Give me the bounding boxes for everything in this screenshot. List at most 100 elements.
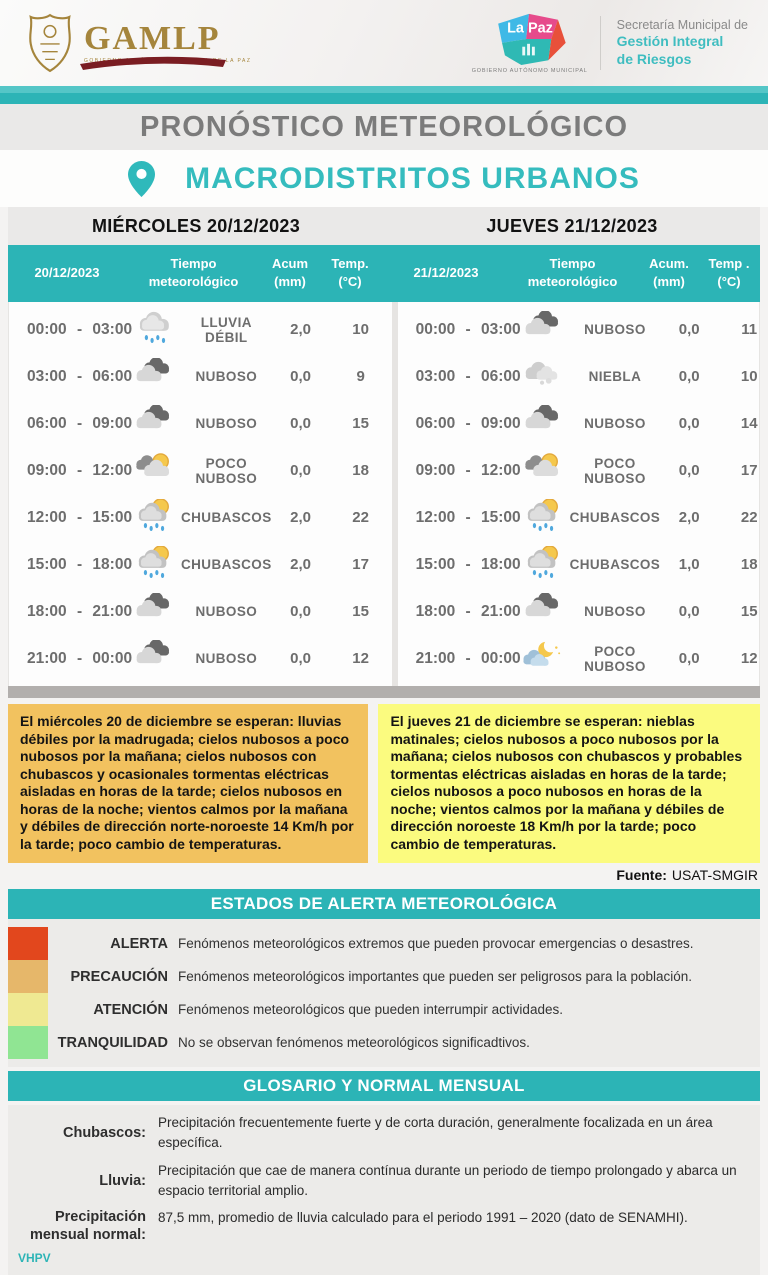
condition-label: NIEBLA <box>588 369 642 385</box>
temp-value: 18 <box>740 556 758 574</box>
alerts-section-header: ESTADOS DE ALERTA METEOROLÓGICA <box>8 889 760 920</box>
time-range: 15:00 - 18:00 <box>415 555 521 573</box>
col-date-wed: 20/12/2023 <box>34 264 100 280</box>
secretaria-line1: Secretaría Municipal de <box>616 17 748 32</box>
glossary-term: Chubascos: <box>63 1125 146 1142</box>
time-range: 06:00 - 09:00 <box>415 414 521 432</box>
condition-label: LLUVIA DÉBIL <box>200 314 252 345</box>
temp-value: 18 <box>352 462 369 480</box>
showers-icon <box>127 498 181 537</box>
alert-level-description: No se observan fenómenos meteorológicos … <box>178 1035 530 1051</box>
time-range: 03:00 - 06:00 <box>415 367 521 385</box>
acum-value: 2,0 <box>290 321 312 339</box>
condition-label: CHUBASCOS <box>569 510 661 526</box>
temp-value: 12 <box>740 650 758 668</box>
col-weather-thu: Tiempo meteorológico <box>527 256 618 289</box>
condition-label: POCO NUBOSO <box>195 455 258 486</box>
temp-value: 22 <box>352 509 369 527</box>
svg-text:La Paz: La Paz <box>507 20 553 36</box>
temp-value: 17 <box>352 556 369 574</box>
table-row: 00:00 - 03:00 NUBOSO 0,0 11 <box>398 306 768 353</box>
col-date-thu: 21/12/2023 <box>413 264 479 280</box>
condition-label: CHUBASCOS <box>569 557 661 573</box>
time-range: 00:00 - 03:00 <box>27 320 133 338</box>
table-row: 15:00 - 18:00 CHUBASCOS 1,0 18 <box>398 541 768 588</box>
secretaria-block: Secretaría Municipal de Gestión Integral… <box>613 18 748 69</box>
page-header: GAMLP GOBIERNO AUTÓNOMO MUNICIPAL DE LA … <box>0 0 768 86</box>
page-subtitle: MACRODISTRITOS URBANOS <box>185 161 640 195</box>
cloudy-icon <box>516 592 570 631</box>
day-title-thursday: JUEVES 21/12/2023 <box>486 215 658 236</box>
glossary-section-header: GLOSARIO Y NORMAL MENSUAL <box>8 1071 760 1102</box>
glossary-term: Precipitación mensual normal: <box>29 1209 146 1244</box>
lapaz-subtitle: GOBIERNO AUTÓNOMO MUNICIPAL <box>471 68 588 74</box>
alert-color-swatch <box>8 993 48 1027</box>
time-range: 00:00 - 03:00 <box>415 320 521 338</box>
cloudy-icon <box>127 592 181 631</box>
time-range: 09:00 - 12:00 <box>415 461 521 479</box>
table-bottom-bar <box>8 686 760 699</box>
col-temp-thu: Temp . (°C) <box>708 256 750 289</box>
glossary-list: Chubascos: Precipitación frecuentemente … <box>8 1105 760 1275</box>
time-range: 18:00 - 21:00 <box>415 602 521 620</box>
acum-value: 0,0 <box>290 462 312 480</box>
table-row: 09:00 - 12:00 POCO NUBOSO 0,0 17 <box>398 447 768 494</box>
time-range: 12:00 - 15:00 <box>27 508 133 526</box>
source-line: Fuente: USAT-SMGIR <box>10 867 758 883</box>
table-row: 21:00 - 00:00 NUBOSO 0,0 12 <box>9 635 392 682</box>
condition-label: POCO NUBOSO <box>584 455 646 486</box>
condition-label: NUBOSO <box>584 322 646 338</box>
acum-value: 0,0 <box>290 650 312 668</box>
acum-value: 2,0 <box>290 556 312 574</box>
forecast-table-header: 20/12/2023 Tiempo meteorológico Acum (mm… <box>8 245 760 303</box>
alert-level-row: ATENCIÓN Fenómenos meteorológicos que pu… <box>8 993 760 1027</box>
table-row: 12:00 - 15:00 CHUBASCOS 2,0 22 <box>9 494 392 541</box>
location-pin-icon <box>128 160 156 197</box>
page-title: PRONÓSTICO METEOROLÓGICO <box>139 110 628 143</box>
alert-level-name: PRECAUCIÓN <box>70 968 168 985</box>
cloudy-icon <box>127 357 181 396</box>
temp-value: 10 <box>740 368 758 386</box>
alert-level-name: ATENCIÓN <box>93 1001 168 1018</box>
acum-value: 0,0 <box>678 603 700 621</box>
time-range: 21:00 - 00:00 <box>415 649 521 667</box>
alerts-legend: ALERTA Fenómenos meteorológicos extremos… <box>8 919 760 1068</box>
day-title-wednesday: MIÉRCOLES 20/12/2023 <box>91 215 301 236</box>
source-value: USAT-SMGIR <box>671 867 758 884</box>
temp-value: 15 <box>740 603 758 621</box>
time-range: 09:00 - 12:00 <box>27 461 133 479</box>
alert-color-swatch <box>8 927 48 961</box>
time-range: 15:00 - 18:00 <box>27 555 133 573</box>
table-row: 21:00 - 00:00 POCO NUBOSO 0,0 12 <box>398 635 768 682</box>
showers-icon <box>516 545 570 584</box>
glossary-entry: Precipitación mensual normal: 87,5 mm, p… <box>8 1208 760 1244</box>
temp-value: 14 <box>740 415 758 433</box>
temp-value: 12 <box>352 650 369 668</box>
table-row: 12:00 - 15:00 CHUBASCOS 2,0 22 <box>398 494 768 541</box>
temp-value: 22 <box>740 509 758 527</box>
header-divider <box>599 16 601 70</box>
alert-level-name: ALERTA <box>110 935 168 952</box>
temp-value: 11 <box>741 321 758 339</box>
glossary-definition: 87,5 mm, promedio de lluvia calculado pa… <box>158 1210 688 1226</box>
acum-value: 0,0 <box>678 415 700 433</box>
acum-value: 1,0 <box>678 556 700 574</box>
acum-value: 0,0 <box>678 368 700 386</box>
summary-thursday: El jueves 21 de diciembre se esperan: ni… <box>378 704 760 864</box>
table-row: 15:00 - 18:00 CHUBASCOS 2,0 17 <box>9 541 392 588</box>
gamlp-ribbon-icon <box>80 56 226 70</box>
alert-level-description: Fenómenos meteorológicos extremos que pu… <box>178 936 694 952</box>
secretaria-line3: de Riesgos <box>616 50 692 67</box>
showers-icon <box>127 545 181 584</box>
condition-label: NUBOSO <box>584 604 646 620</box>
showers-icon <box>516 498 570 537</box>
table-row: 06:00 - 09:00 NUBOSO 0,0 15 <box>9 400 392 447</box>
condition-label: CHUBASCOS <box>181 510 272 526</box>
col-weather-wed: Tiempo meteorológico <box>148 256 239 289</box>
temp-value: 17 <box>740 462 758 480</box>
summary-wednesday: El miércoles 20 de diciembre se esperan:… <box>8 704 369 864</box>
cloudy-icon <box>127 639 181 678</box>
col-temp-wed: Temp. (°C) <box>331 256 369 289</box>
time-range: 12:00 - 15:00 <box>415 508 521 526</box>
glossary-term: Lluvia: <box>99 1172 146 1189</box>
